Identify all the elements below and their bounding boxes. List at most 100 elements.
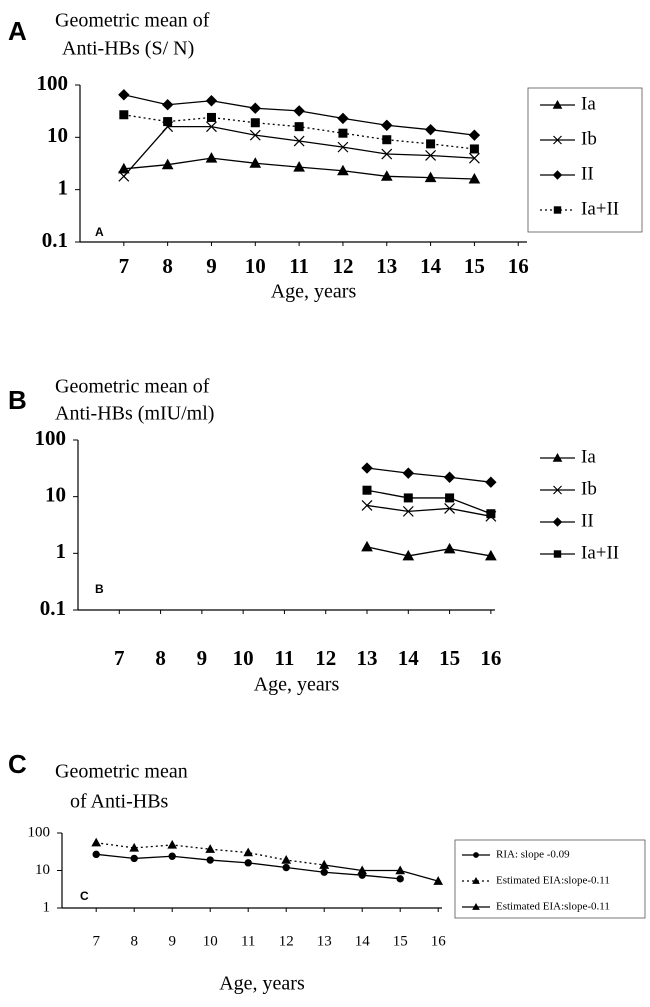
legend-label: Ia+II xyxy=(581,542,619,563)
marker xyxy=(552,517,563,527)
y-tick-label: 0.1 xyxy=(40,596,66,620)
x-tick-label: 8 xyxy=(130,933,138,949)
marker xyxy=(320,868,328,876)
x-tick-label: 10 xyxy=(245,254,266,278)
x-tick-label: 9 xyxy=(197,646,208,670)
marker xyxy=(361,462,373,474)
chart-title: Geometric mean xyxy=(55,761,188,783)
legend-label: Ib xyxy=(581,128,597,149)
marker xyxy=(161,158,174,170)
series-line xyxy=(96,853,401,880)
annotation: C xyxy=(80,889,89,903)
marker xyxy=(486,509,496,519)
marker xyxy=(424,171,437,183)
y-tick-label: 10 xyxy=(45,482,66,506)
x-tick-label: 16 xyxy=(508,254,529,278)
marker xyxy=(443,471,456,483)
marker xyxy=(362,485,372,495)
marker xyxy=(91,837,102,847)
marker xyxy=(118,170,130,182)
marker xyxy=(403,493,413,503)
x-tick-label: 13 xyxy=(357,646,378,670)
x-tick-label: 16 xyxy=(480,646,501,670)
marker xyxy=(361,500,373,511)
x-tick-label: 8 xyxy=(155,646,166,670)
marker xyxy=(468,152,480,164)
marker xyxy=(485,549,497,561)
x-axis-label: Age, years xyxy=(254,674,340,696)
x-axis-label: Age, years xyxy=(271,281,357,303)
marker xyxy=(402,467,415,479)
marker xyxy=(469,144,479,154)
x-tick-label: 12 xyxy=(279,933,294,949)
marker xyxy=(205,152,218,163)
legend-label: II xyxy=(581,163,594,184)
y-tick-label: 1 xyxy=(58,175,69,199)
chart-title: Anti-HBs (S/ N) xyxy=(62,38,194,60)
x-tick-label: 14 xyxy=(355,933,371,949)
marker xyxy=(161,99,174,111)
legend-label: Estimated EIA:slope-0.11 xyxy=(496,875,610,887)
legend-box xyxy=(527,87,643,233)
marker xyxy=(553,485,562,495)
x-tick-label: 8 xyxy=(162,254,173,278)
marker xyxy=(433,876,444,885)
x-tick-label: 11 xyxy=(275,646,295,670)
marker xyxy=(205,844,216,853)
marker xyxy=(244,859,252,867)
series-line xyxy=(123,114,475,150)
legend-label: Ib xyxy=(581,478,597,499)
y-tick-label: 10 xyxy=(47,123,68,147)
y-tick-label: 100 xyxy=(37,71,69,95)
series-line xyxy=(366,489,492,515)
marker xyxy=(206,121,217,133)
panel-label: A xyxy=(8,16,27,46)
legend-label: Ia xyxy=(581,446,596,467)
x-tick-label: 16 xyxy=(431,933,447,949)
series-line xyxy=(366,504,491,517)
x-tick-label: 14 xyxy=(398,646,420,670)
marker xyxy=(243,847,254,857)
marker xyxy=(293,135,305,147)
x-tick-label: 15 xyxy=(439,646,460,670)
marker xyxy=(361,540,373,552)
marker xyxy=(357,865,368,875)
y-tick-label: 1 xyxy=(56,539,67,563)
x-tick-label: 12 xyxy=(315,646,336,670)
chart-title: of Anti-HBs xyxy=(70,791,169,813)
legend-label: Ia xyxy=(581,93,596,114)
legend-label: Estimated EIA:slope-0.11 xyxy=(496,901,610,913)
marker xyxy=(163,117,173,127)
marker xyxy=(117,162,130,174)
marker xyxy=(337,141,349,153)
marker xyxy=(396,875,404,883)
x-axis-label: Age, years xyxy=(219,973,305,995)
marker xyxy=(293,105,305,117)
x-tick-label: 12 xyxy=(332,254,353,278)
legend-label: II xyxy=(581,510,594,531)
marker xyxy=(552,452,563,462)
y-tick-label: 10 xyxy=(35,862,50,878)
marker xyxy=(402,549,415,561)
marker xyxy=(249,102,262,114)
marker xyxy=(249,157,262,168)
x-tick-label: 15 xyxy=(464,254,485,278)
x-tick-label: 11 xyxy=(241,933,255,949)
legend-label: Ia+II xyxy=(581,198,619,219)
legend-box xyxy=(454,839,646,919)
y-tick-label: 1 xyxy=(43,899,51,915)
marker xyxy=(472,902,480,910)
marker xyxy=(167,839,178,849)
marker xyxy=(119,110,129,120)
marker xyxy=(395,865,406,875)
x-tick-label: 13 xyxy=(376,254,397,278)
marker xyxy=(92,850,100,859)
marker xyxy=(553,550,562,558)
x-tick-label: 14 xyxy=(420,254,442,278)
marker xyxy=(337,164,349,176)
marker xyxy=(468,129,481,141)
marker xyxy=(553,206,562,214)
chart-title: Anti-HBs (mIU/ml) xyxy=(55,403,214,425)
